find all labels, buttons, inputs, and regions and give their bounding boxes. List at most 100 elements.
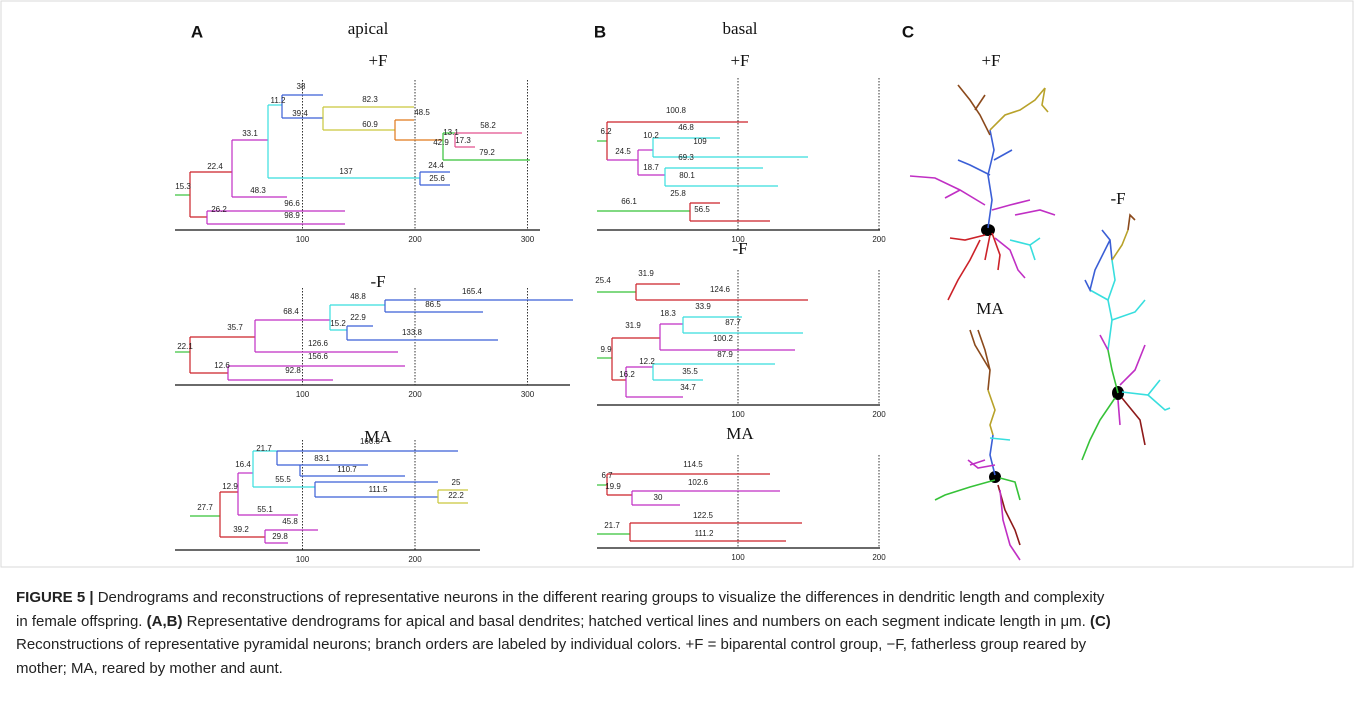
- tick-label: 100: [731, 410, 745, 419]
- panel-letter: C: [902, 22, 914, 41]
- segment-length: 80.1: [679, 171, 695, 180]
- segment-length: 39.2: [233, 525, 249, 534]
- caption-text: (A,B): [147, 613, 183, 630]
- caption-line: in female offspring. (A,B) Representativ…: [16, 610, 1111, 634]
- segment-length: 122.5: [693, 511, 714, 520]
- segment-length: 6.7: [601, 471, 613, 480]
- neurite: [1112, 230, 1128, 260]
- segment-length: 21.7: [604, 521, 620, 530]
- plot-title: -F: [370, 272, 385, 291]
- tick-label: 200: [872, 553, 886, 562]
- segment-length: 31.9: [625, 321, 641, 330]
- figure: Aapical+F1002003003811.239.482.348.560.9…: [0, 0, 1354, 702]
- segment-length: 100.2: [713, 334, 734, 343]
- segment-length: 48.5: [414, 108, 430, 117]
- neurite: [910, 176, 985, 205]
- segment-length: 35.5: [682, 367, 698, 376]
- neurite: [1112, 300, 1145, 320]
- segment-length: 58.2: [480, 121, 496, 130]
- caption-text: Dendrograms and reconstructions of repre…: [94, 589, 1105, 606]
- caption-text: (C): [1090, 613, 1111, 630]
- plot-title: +F: [730, 51, 749, 70]
- segment-length: 55.1: [257, 505, 273, 514]
- segment-length: 30: [654, 493, 663, 502]
- segment-length: 35.7: [227, 323, 243, 332]
- segment-length: 12.9: [222, 482, 238, 491]
- segment-length: 25.4: [595, 276, 611, 285]
- segment-length: 156.6: [308, 352, 329, 361]
- neurite: [990, 435, 995, 475]
- plot-title: +F: [368, 51, 387, 70]
- neuron-label: +F: [981, 51, 1000, 70]
- segment-length: 21.7: [256, 444, 272, 453]
- segment-length: 24.4: [428, 161, 444, 170]
- segment-length: 165.4: [462, 287, 483, 296]
- segment-length: 10.2: [643, 131, 659, 140]
- panel-title: apical: [348, 19, 389, 38]
- neurite: [1090, 290, 1108, 300]
- segment-length: 114.5: [683, 460, 703, 469]
- tick-label: 200: [872, 235, 886, 244]
- neurite: [988, 390, 995, 435]
- caption-text: mother; MA, reared by mother and aunt.: [16, 660, 283, 677]
- segment-length: 17.3: [455, 136, 471, 145]
- caption-line: FIGURE 5 | Dendrograms and reconstructio…: [16, 586, 1111, 610]
- neurite: [958, 160, 990, 175]
- segment-length: 39.4: [292, 109, 308, 118]
- segment-length: 46.8: [678, 123, 694, 132]
- segment-length: 48.8: [350, 292, 366, 301]
- segment-length: 25.8: [670, 189, 686, 198]
- neurite: [985, 235, 990, 260]
- segment-length: 12.2: [639, 357, 655, 366]
- segment-length: 48.3: [250, 186, 266, 195]
- tick-label: 100: [731, 553, 745, 562]
- tick-label: 300: [521, 390, 535, 399]
- segment-length: 33.9: [695, 302, 711, 311]
- segment-length: 18.3: [660, 309, 676, 318]
- segment-length: 69.3: [678, 153, 694, 162]
- segment-length: 137: [339, 167, 353, 176]
- neurite: [950, 235, 985, 240]
- segment-length: 87.7: [725, 318, 741, 327]
- segment-length: 83.1: [314, 454, 330, 463]
- neurite: [1122, 380, 1160, 395]
- segment-length: 24.5: [615, 147, 631, 156]
- caption-text: FIGURE 5 |: [16, 589, 94, 606]
- segment-length: 124.6: [710, 285, 731, 294]
- neurite: [1100, 335, 1108, 350]
- neurite: [1015, 210, 1055, 215]
- segment-length: 82.3: [362, 95, 378, 104]
- segment-length: 102.6: [688, 478, 709, 487]
- segment-length: 66.1: [621, 197, 637, 206]
- neurite: [1118, 400, 1120, 425]
- segment-length: 45.8: [282, 517, 298, 526]
- segment-length: 160.3: [360, 437, 381, 446]
- neurite: [1122, 398, 1145, 445]
- tick-label: 200: [408, 235, 422, 244]
- panel-letter: A: [191, 22, 203, 41]
- segment-length: 26.2: [211, 205, 227, 214]
- tick-label: 200: [408, 555, 422, 564]
- neurite: [1085, 240, 1110, 290]
- neurite: [998, 485, 1020, 545]
- segment-length: 68.4: [283, 307, 299, 316]
- neurite: [1108, 260, 1115, 350]
- segment-length: 96.6: [284, 199, 300, 208]
- neurite: [1120, 345, 1145, 385]
- neurite: [1000, 478, 1020, 500]
- tick-label: 100: [296, 235, 310, 244]
- segment-length: 110.7: [337, 465, 357, 474]
- segment-length: 9.9: [600, 345, 612, 354]
- neurite: [1128, 215, 1135, 230]
- segment-length: 27.7: [197, 503, 213, 512]
- segment-length: 12.6: [214, 361, 230, 370]
- segment-length: 38: [297, 82, 306, 91]
- segment-length: 98.9: [284, 211, 300, 220]
- caption-line: mother; MA, reared by mother and aunt.: [16, 657, 1111, 681]
- segment-length: 100.8: [666, 106, 687, 115]
- neurite: [1082, 398, 1115, 460]
- plot-title: MA: [726, 424, 754, 443]
- tick-label: 100: [296, 390, 310, 399]
- segment-length: 15.2: [330, 319, 346, 328]
